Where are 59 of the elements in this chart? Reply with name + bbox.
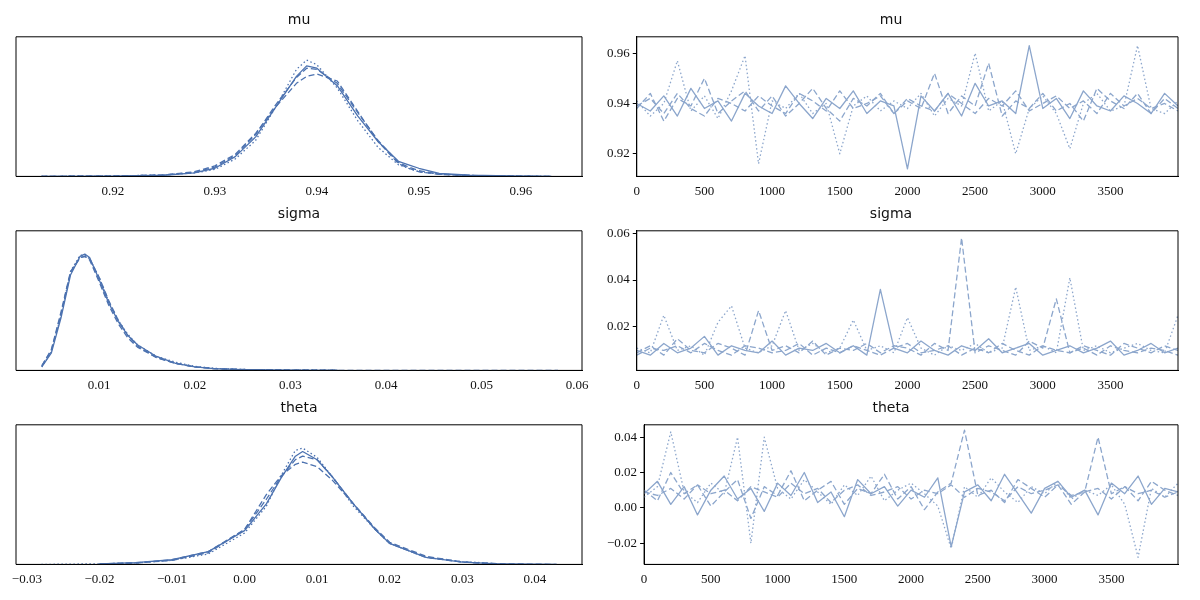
- x-tick-label: 3500: [1097, 376, 1124, 392]
- chart-title: mu: [879, 11, 903, 28]
- y-tick-label: 0.96: [607, 44, 631, 60]
- x-tick-label: 0: [633, 376, 640, 392]
- x-tick-label: 0.93: [203, 182, 227, 198]
- x-tick-label: 0.01: [87, 376, 111, 392]
- x-tick-label: 3000: [1029, 376, 1056, 392]
- x-tick-label: 2500: [962, 182, 989, 198]
- y-tick-label: −0.02: [606, 534, 638, 550]
- x-tick-label: 0.02: [378, 570, 402, 586]
- x-tick-label: −0.02: [84, 570, 115, 586]
- y-tick-label: 0.02: [614, 463, 638, 479]
- x-tick-label: 3500: [1097, 182, 1124, 198]
- x-tick-label: 3500: [1098, 570, 1125, 586]
- chart-title: sigma: [277, 205, 321, 222]
- y-tick-label: 0.92: [607, 145, 630, 161]
- x-tick-label: 2000: [894, 182, 921, 198]
- x-tick-label: 1000: [759, 182, 786, 198]
- x-tick-label: 0.06: [565, 376, 590, 392]
- x-tick-label: 0.05: [470, 376, 493, 392]
- x-tick-label: 2500: [964, 570, 991, 586]
- x-tick-label: 1500: [831, 570, 858, 586]
- x-tick-label: 0.92: [101, 182, 125, 198]
- x-tick-label: 3000: [1029, 182, 1056, 198]
- x-tick-label: 0.94: [305, 182, 329, 198]
- y-tick-label: 0.00: [614, 499, 638, 515]
- x-tick-label: 0.03: [450, 570, 474, 586]
- x-tick-label: −0.03: [11, 570, 42, 586]
- chart-title: theta: [280, 399, 318, 416]
- y-tick-label: 0.06: [607, 224, 631, 240]
- chart-title: mu: [287, 11, 311, 28]
- chart-title: theta: [872, 399, 910, 416]
- x-tick-label: 2000: [894, 376, 921, 392]
- x-tick-label: 0.95: [407, 182, 431, 198]
- x-tick-label: 0.04: [523, 570, 547, 586]
- y-tick-label: 0.04: [607, 271, 631, 287]
- y-tick-label: 0.94: [607, 94, 631, 110]
- chart-title: sigma: [869, 205, 913, 222]
- x-tick-label: 500: [694, 182, 715, 198]
- x-tick-label: 0.01: [305, 570, 329, 586]
- x-tick-label: 500: [701, 570, 721, 586]
- x-tick-label: 1500: [826, 182, 853, 198]
- x-tick-label: −0.01: [156, 570, 188, 586]
- x-tick-label: 1500: [826, 376, 853, 392]
- x-tick-label: 500: [694, 376, 715, 392]
- x-tick-label: 0.00: [233, 570, 256, 586]
- x-tick-label: 0: [633, 182, 640, 198]
- x-tick-label: 1000: [764, 570, 791, 586]
- x-tick-label: 2000: [898, 570, 925, 586]
- x-tick-label: 1000: [759, 376, 786, 392]
- x-tick-label: 0: [640, 570, 648, 586]
- x-tick-label: 3000: [1031, 570, 1058, 586]
- y-tick-label: 0.02: [607, 318, 630, 334]
- x-tick-label: 2500: [962, 376, 989, 392]
- x-tick-label: 0.02: [183, 376, 207, 392]
- y-tick-label: 0.04: [614, 428, 638, 444]
- x-tick-label: 0.04: [374, 376, 398, 392]
- x-tick-label: 0.03: [279, 376, 302, 392]
- x-tick-label: 0.96: [509, 182, 533, 198]
